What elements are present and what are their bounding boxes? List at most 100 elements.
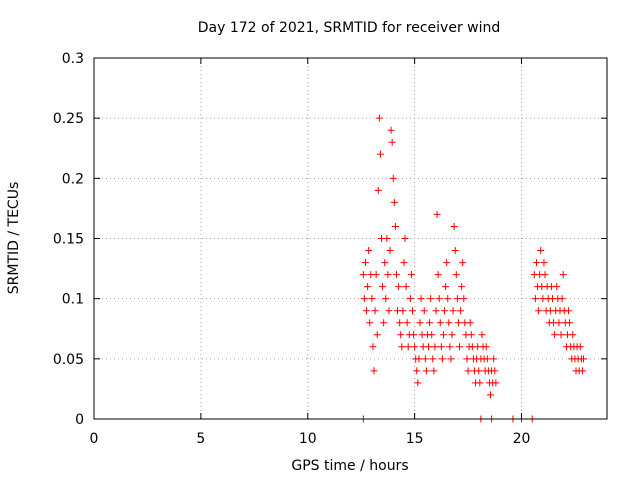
data-point: [410, 331, 418, 339]
data-point: [368, 295, 376, 303]
data-point: [374, 186, 382, 194]
data-point: [381, 259, 389, 267]
x-tick-label: 20: [513, 431, 531, 447]
data-point: [558, 295, 566, 303]
data-point: [464, 367, 472, 375]
data-point: [407, 271, 415, 279]
data-point: [376, 150, 384, 158]
data-point: [402, 283, 410, 291]
data-point: [400, 259, 408, 267]
data-point: [391, 222, 399, 230]
data-point: [434, 271, 442, 279]
x-axis-label: GPS time / hours: [291, 458, 408, 474]
data-point: [541, 271, 549, 279]
data-point: [361, 259, 369, 267]
data-point: [448, 331, 456, 339]
data-point: [438, 355, 446, 363]
y-tick-label: 0.25: [53, 111, 84, 127]
data-point: [446, 343, 454, 351]
data-point: [380, 319, 388, 327]
data-point: [457, 307, 465, 315]
data-point: [404, 343, 412, 351]
data-point: [431, 343, 439, 351]
data-point: [390, 198, 398, 206]
data-point: [565, 307, 573, 315]
data-point: [540, 259, 548, 267]
data-point: [415, 355, 423, 363]
data-point: [426, 319, 434, 327]
data-point: [371, 307, 379, 315]
data-point: [445, 319, 453, 327]
data-point: [459, 259, 467, 267]
data-point: [439, 331, 447, 339]
data-point: [452, 271, 460, 279]
data-point: [432, 307, 440, 315]
x-tick-label: 15: [406, 431, 424, 447]
data-point: [416, 319, 424, 327]
data-point: [408, 307, 416, 315]
y-tick-label: 0.3: [62, 51, 84, 67]
x-tick-label: 10: [299, 431, 317, 447]
y-tick-label: 0.1: [62, 292, 84, 308]
data-point: [372, 271, 380, 279]
data-point: [551, 331, 559, 339]
x-tick-label: 5: [196, 431, 205, 447]
data-point: [420, 307, 428, 315]
data-point: [397, 331, 405, 339]
data-point: [417, 295, 425, 303]
data-point: [490, 355, 498, 363]
data-point: [414, 379, 422, 387]
data-point: [386, 247, 394, 255]
data-point: [450, 222, 458, 230]
data-point: [460, 295, 468, 303]
data-point: [478, 331, 486, 339]
data-point: [531, 295, 539, 303]
data-point: [466, 319, 474, 327]
data-point: [476, 379, 484, 387]
data-point: [576, 343, 584, 351]
data-points: [359, 114, 587, 423]
data-point: [366, 319, 374, 327]
data-point: [566, 319, 574, 327]
data-point: [364, 283, 372, 291]
axis-ticks: [93, 57, 607, 420]
data-point: [453, 295, 461, 303]
data-point: [456, 343, 464, 351]
data-point: [427, 295, 435, 303]
data-point: [578, 367, 586, 375]
data-point: [388, 138, 396, 146]
data-point: [395, 283, 403, 291]
data-point: [403, 319, 411, 327]
data-point: [449, 307, 457, 315]
data-point: [373, 331, 381, 339]
data-point: [389, 174, 397, 182]
data-point: [463, 355, 471, 363]
data-point: [396, 319, 404, 327]
data-point: [430, 367, 438, 375]
data-point: [435, 295, 443, 303]
y-tick-label: 0.2: [62, 171, 84, 187]
data-point: [379, 283, 387, 291]
data-point: [441, 307, 449, 315]
data-point: [384, 271, 392, 279]
data-point: [398, 343, 406, 351]
data-point: [399, 307, 407, 315]
grid-lines: [94, 58, 607, 419]
data-point: [385, 307, 393, 315]
data-point: [387, 126, 395, 134]
data-point: [429, 355, 437, 363]
data-point: [579, 355, 587, 363]
data-point: [365, 247, 373, 255]
data-point: [555, 319, 563, 327]
data-point: [413, 367, 421, 375]
data-point: [482, 343, 490, 351]
data-point: [535, 307, 543, 315]
data-point: [436, 319, 444, 327]
data-point: [454, 319, 462, 327]
data-point: [428, 331, 436, 339]
data-point: [411, 343, 419, 351]
x-tick-label: 0: [90, 431, 99, 447]
chart-title: Day 172 of 2021, SRMTID for receiver win…: [198, 20, 501, 36]
data-point: [557, 331, 565, 339]
data-point: [359, 271, 367, 279]
